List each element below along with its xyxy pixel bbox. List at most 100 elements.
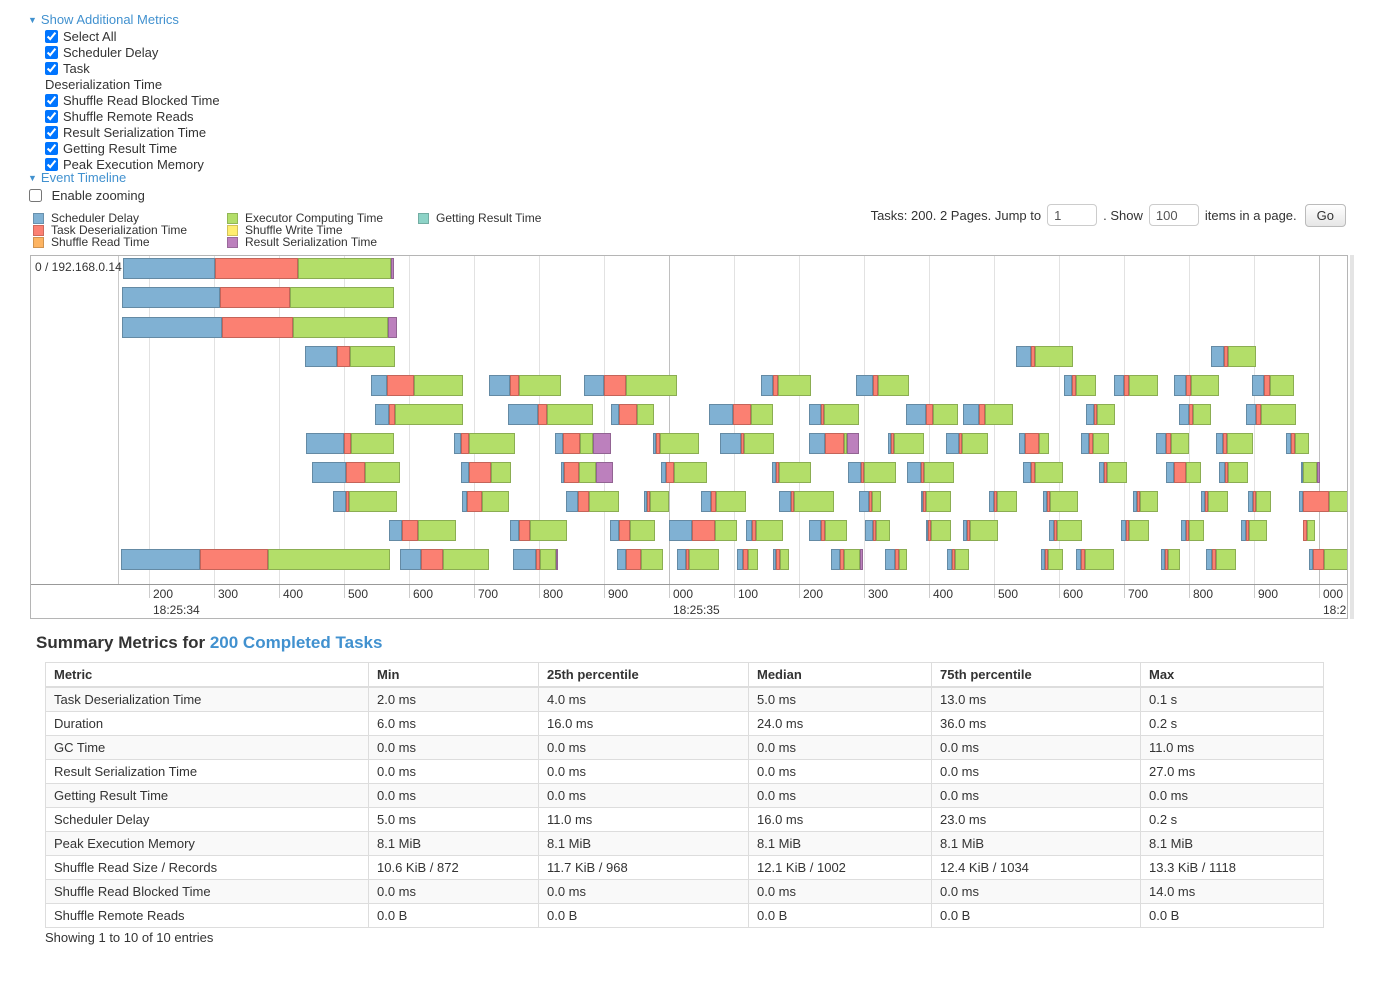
task-bar[interactable]	[306, 433, 394, 454]
task-bar[interactable]	[1156, 433, 1189, 454]
task-bar[interactable]	[677, 549, 719, 570]
task-bar[interactable]	[123, 258, 394, 279]
task-bar[interactable]	[888, 433, 924, 454]
task-bar[interactable]	[906, 404, 958, 425]
task-bar[interactable]	[1201, 491, 1228, 512]
show-additional-metrics-link[interactable]: Show Additional Metrics	[40, 12, 179, 27]
task-bar[interactable]	[454, 433, 515, 454]
task-bar[interactable]	[1286, 433, 1309, 454]
task-bar[interactable]	[305, 346, 395, 367]
metric-checkbox[interactable]	[45, 62, 58, 75]
task-bar[interactable]	[1211, 346, 1256, 367]
task-bar[interactable]	[1174, 375, 1219, 396]
task-bar[interactable]	[921, 491, 951, 512]
task-bar[interactable]	[907, 462, 954, 483]
task-bar[interactable]	[1081, 433, 1109, 454]
task-bar[interactable]	[1301, 462, 1320, 483]
task-bar[interactable]	[644, 491, 669, 512]
task-bar[interactable]	[1043, 491, 1078, 512]
task-bar[interactable]	[611, 404, 654, 425]
task-bar[interactable]	[653, 433, 699, 454]
task-bar[interactable]	[701, 491, 746, 512]
task-bar[interactable]	[1064, 375, 1096, 396]
task-bar[interactable]	[312, 462, 400, 483]
metric-checkbox[interactable]	[45, 126, 58, 139]
task-bar[interactable]	[555, 433, 611, 454]
task-bar[interactable]	[1179, 404, 1211, 425]
task-bar[interactable]	[121, 549, 390, 570]
metric-checkbox[interactable]	[45, 46, 58, 59]
metric-checkbox[interactable]	[45, 94, 58, 107]
task-bar[interactable]	[859, 491, 881, 512]
task-bar[interactable]	[1099, 462, 1127, 483]
task-bar[interactable]	[737, 549, 758, 570]
task-bar[interactable]	[461, 462, 511, 483]
task-bar[interactable]	[831, 549, 863, 570]
task-bar[interactable]	[761, 375, 811, 396]
task-bar[interactable]	[865, 520, 890, 541]
task-bar[interactable]	[1206, 549, 1236, 570]
task-bar[interactable]	[400, 549, 489, 570]
event-timeline-toggle[interactable]: ▼ Event Timeline	[28, 170, 126, 185]
jump-to-page-input[interactable]	[1047, 204, 1098, 226]
task-bar[interactable]	[375, 404, 463, 425]
metric-checkbox[interactable]	[45, 110, 58, 123]
task-bar[interactable]	[1252, 375, 1294, 396]
task-bar[interactable]	[709, 404, 773, 425]
task-bar[interactable]	[1086, 404, 1115, 425]
task-bar[interactable]	[1133, 491, 1158, 512]
task-bar[interactable]	[1248, 491, 1271, 512]
task-bar[interactable]	[371, 375, 463, 396]
task-bar[interactable]	[1303, 520, 1315, 541]
task-bar[interactable]	[848, 462, 896, 483]
task-bar[interactable]	[1114, 375, 1158, 396]
task-bar[interactable]	[333, 491, 397, 512]
task-bar[interactable]	[1041, 549, 1063, 570]
task-bar[interactable]	[1049, 520, 1082, 541]
task-bar[interactable]	[947, 549, 969, 570]
event-timeline-link[interactable]: Event Timeline	[40, 170, 127, 185]
task-bar[interactable]	[1161, 549, 1180, 570]
task-bar[interactable]	[1076, 549, 1114, 570]
task-bar[interactable]	[926, 520, 951, 541]
task-bar[interactable]	[1241, 520, 1267, 541]
task-bar[interactable]	[1299, 491, 1347, 512]
task-bar[interactable]	[610, 520, 655, 541]
task-bar[interactable]	[661, 462, 707, 483]
task-bar[interactable]	[566, 491, 619, 512]
task-bar[interactable]	[1181, 520, 1204, 541]
task-bar[interactable]	[946, 433, 988, 454]
task-bar[interactable]	[462, 491, 509, 512]
task-bar[interactable]	[561, 462, 613, 483]
show-additional-metrics-toggle[interactable]: ▼ Show Additional Metrics	[28, 12, 179, 27]
task-bar[interactable]	[746, 520, 783, 541]
task-bar[interactable]	[1309, 549, 1347, 570]
task-bar[interactable]	[389, 520, 456, 541]
task-bar[interactable]	[963, 520, 998, 541]
task-bar[interactable]	[513, 549, 558, 570]
task-bar[interactable]	[1246, 404, 1296, 425]
task-bar[interactable]	[809, 433, 859, 454]
task-bar[interactable]	[1121, 520, 1149, 541]
task-bar[interactable]	[669, 520, 737, 541]
task-bar[interactable]	[1019, 433, 1049, 454]
task-bar[interactable]	[1023, 462, 1063, 483]
task-bar[interactable]	[489, 375, 561, 396]
task-bar[interactable]	[617, 549, 663, 570]
task-bar[interactable]	[122, 287, 394, 308]
task-bar[interactable]	[809, 520, 847, 541]
timeline-scrollbar[interactable]	[1350, 255, 1354, 619]
task-bar[interactable]	[508, 404, 593, 425]
go-button[interactable]: Go	[1304, 203, 1346, 227]
task-bar[interactable]	[885, 549, 907, 570]
metric-checkbox[interactable]	[45, 30, 58, 43]
task-bar[interactable]	[856, 375, 909, 396]
task-bar[interactable]	[1166, 462, 1201, 483]
items-per-page-input[interactable]	[1148, 204, 1199, 226]
task-bar[interactable]	[773, 549, 789, 570]
task-bar[interactable]	[510, 520, 567, 541]
task-bar[interactable]	[989, 491, 1017, 512]
completed-tasks-link[interactable]: 200 Completed Tasks	[209, 633, 383, 652]
task-bar[interactable]	[963, 404, 1013, 425]
task-bar[interactable]	[1216, 433, 1253, 454]
